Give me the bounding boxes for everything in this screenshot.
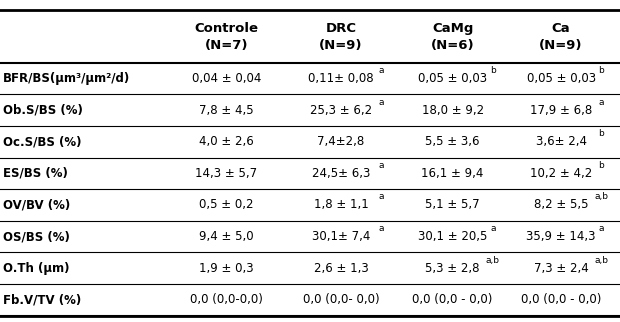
Text: 0,0 (0,0- 0,0): 0,0 (0,0- 0,0) xyxy=(303,293,379,306)
Text: a: a xyxy=(379,98,384,107)
Text: b: b xyxy=(598,66,604,75)
Text: 18,0 ± 9,2: 18,0 ± 9,2 xyxy=(422,104,484,117)
Text: a: a xyxy=(599,224,604,233)
Text: 1,9 ± 0,3: 1,9 ± 0,3 xyxy=(199,262,254,275)
Text: 0,04 ± 0,04: 0,04 ± 0,04 xyxy=(192,72,261,85)
Text: 17,9 ± 6,8: 17,9 ± 6,8 xyxy=(530,104,592,117)
Text: (N=6): (N=6) xyxy=(431,39,474,52)
Text: 9,4 ± 5,0: 9,4 ± 5,0 xyxy=(199,230,254,243)
Text: BFR/BS(μm³/μm²/d): BFR/BS(μm³/μm²/d) xyxy=(3,72,130,85)
Text: a: a xyxy=(490,224,495,233)
Text: 7,8 ± 4,5: 7,8 ± 4,5 xyxy=(199,104,254,117)
Text: Ca: Ca xyxy=(552,22,570,35)
Text: 24,5± 6,3: 24,5± 6,3 xyxy=(312,167,370,180)
Text: b: b xyxy=(490,66,496,75)
Text: 4,0 ± 2,6: 4,0 ± 2,6 xyxy=(199,135,254,148)
Text: OS/BS (%): OS/BS (%) xyxy=(3,230,70,243)
Text: OV/BV (%): OV/BV (%) xyxy=(3,198,70,212)
Text: a,b: a,b xyxy=(595,256,608,265)
Text: b: b xyxy=(598,129,604,138)
Text: 0,11± 0,08: 0,11± 0,08 xyxy=(308,72,374,85)
Text: 0,05 ± 0,03: 0,05 ± 0,03 xyxy=(526,72,596,85)
Text: a,b: a,b xyxy=(595,193,608,202)
Text: a: a xyxy=(379,161,384,170)
Text: O.Th (μm): O.Th (μm) xyxy=(3,262,69,275)
Text: a,b: a,b xyxy=(486,256,500,265)
Text: Oc.S/BS (%): Oc.S/BS (%) xyxy=(3,135,82,148)
Text: 5,1 ± 5,7: 5,1 ± 5,7 xyxy=(425,198,480,212)
Text: 7,4±2,8: 7,4±2,8 xyxy=(317,135,365,148)
Text: 0,0 (0,0-0,0): 0,0 (0,0-0,0) xyxy=(190,293,263,306)
Text: 3,6± 2,4: 3,6± 2,4 xyxy=(536,135,587,148)
Text: b: b xyxy=(598,161,604,170)
Text: Controle: Controle xyxy=(194,22,259,35)
Text: CaMg: CaMg xyxy=(432,22,473,35)
Text: a: a xyxy=(379,193,384,202)
Text: Fb.V/TV (%): Fb.V/TV (%) xyxy=(3,293,81,306)
Text: 0,05 ± 0,03: 0,05 ± 0,03 xyxy=(418,72,487,85)
Text: 0,5 ± 0,2: 0,5 ± 0,2 xyxy=(199,198,254,212)
Text: (N=9): (N=9) xyxy=(539,39,583,52)
Text: 14,3 ± 5,7: 14,3 ± 5,7 xyxy=(195,167,257,180)
Text: (N=9): (N=9) xyxy=(319,39,363,52)
Text: 30,1 ± 20,5: 30,1 ± 20,5 xyxy=(418,230,487,243)
Text: 25,3 ± 6,2: 25,3 ± 6,2 xyxy=(310,104,372,117)
Text: Ob.S/BS (%): Ob.S/BS (%) xyxy=(3,104,83,117)
Text: 16,1 ± 9,4: 16,1 ± 9,4 xyxy=(422,167,484,180)
Text: a: a xyxy=(379,224,384,233)
Text: ES/BS (%): ES/BS (%) xyxy=(3,167,68,180)
Text: 0,0 (0,0 - 0,0): 0,0 (0,0 - 0,0) xyxy=(412,293,493,306)
Text: 8,2 ± 5,5: 8,2 ± 5,5 xyxy=(534,198,588,212)
Text: 7,3 ± 2,4: 7,3 ± 2,4 xyxy=(534,262,588,275)
Text: 5,3 ± 2,8: 5,3 ± 2,8 xyxy=(425,262,480,275)
Text: 5,5 ± 3,6: 5,5 ± 3,6 xyxy=(425,135,480,148)
Text: 2,6 ± 1,3: 2,6 ± 1,3 xyxy=(314,262,368,275)
Text: 0,0 (0,0 - 0,0): 0,0 (0,0 - 0,0) xyxy=(521,293,601,306)
Text: 10,2 ± 4,2: 10,2 ± 4,2 xyxy=(530,167,592,180)
Text: 35,9 ± 14,3: 35,9 ± 14,3 xyxy=(526,230,596,243)
Text: a: a xyxy=(379,66,384,75)
Text: (N=7): (N=7) xyxy=(205,39,248,52)
Text: 30,1± 7,4: 30,1± 7,4 xyxy=(312,230,370,243)
Text: DRC: DRC xyxy=(326,22,356,35)
Text: a: a xyxy=(599,98,604,107)
Text: 1,8 ± 1,1: 1,8 ± 1,1 xyxy=(314,198,368,212)
